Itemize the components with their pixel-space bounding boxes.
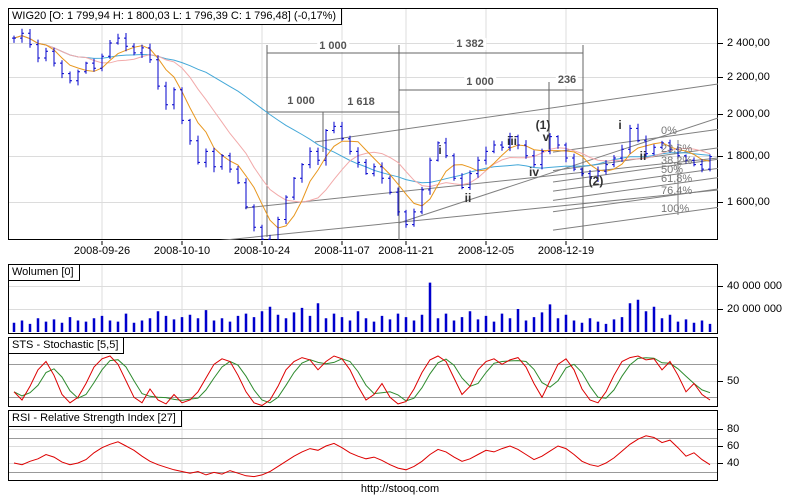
volume-panel-label: Wolumen [0] [9,265,80,281]
main-price-panel[interactable] [8,8,718,240]
price-axis-label: 1 800,00 [727,149,770,162]
price-axis-label: 2 000,00 [727,107,770,120]
date-axis-label: 2008-10-10 [153,245,211,257]
sts-axis-label: 50 [727,374,740,387]
rsi-panel-label: RSI - Relative Strength Index [27] [9,411,182,427]
date-axis-label: 2008-10-24 [233,245,291,257]
price-axis-label: 1 600,00 [727,195,770,208]
volume-axis-label: 20 000 000 [727,302,783,315]
price-axis-label: 2 200,00 [727,70,770,83]
rsi-axis-label: 40 [727,456,740,469]
date-axis-label: 2008-09-26 [73,245,131,257]
rsi-axis-label: 60 [727,439,740,452]
price-axis-label: 2 400,00 [727,36,770,49]
volume-panel[interactable] [8,264,718,334]
date-axis-label: 2008-11-21 [378,245,434,257]
volume-axis-label: 40 000 000 [727,279,783,292]
rsi-axis-label: 80 [727,422,740,435]
stooq-url[interactable]: http://stooq.com [360,483,440,495]
ohlc-header: WIG20 [O: 1 799,94 H: 1 800,03 L: 1 796,… [9,9,343,25]
date-axis-label: 2008-11-07 [314,245,370,257]
date-axis-label: 2008-12-19 [537,245,595,257]
stochastic-panel-label: STS - Stochastic [5,5] [9,338,125,354]
date-axis-label: 2008-12-05 [457,245,515,257]
